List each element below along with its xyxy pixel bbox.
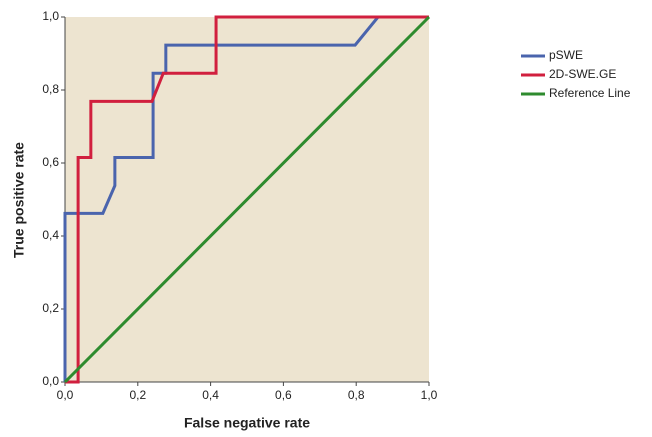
x-tick-label: 1,0 [421,388,438,402]
series-line [63,15,431,384]
x-axis-label: False negative rate [184,415,310,431]
y-tick-label: 0,2 [42,301,59,315]
legend-label: Reference Line [549,86,631,100]
legend-label: pSWE [549,48,583,62]
y-tick-label: 0,0 [42,374,59,388]
x-tick-label: 0,6 [275,388,292,402]
y-tick-label: 0,6 [42,155,59,169]
series-line [63,15,429,382]
y-axis-label: True positive rate [11,142,27,258]
y-tick-label: 0,8 [42,82,59,96]
y-tick-label: 1,0 [42,9,59,23]
x-tick-label: 0,8 [348,388,365,402]
x-tick-label: 0,4 [202,388,219,402]
y-tick-label: 0,4 [42,228,59,242]
x-tick-label: 0,2 [129,388,146,402]
series-line [65,15,429,384]
x-tick-label: 0,0 [57,388,74,402]
legend-label: 2D-SWE.GE [549,67,616,81]
